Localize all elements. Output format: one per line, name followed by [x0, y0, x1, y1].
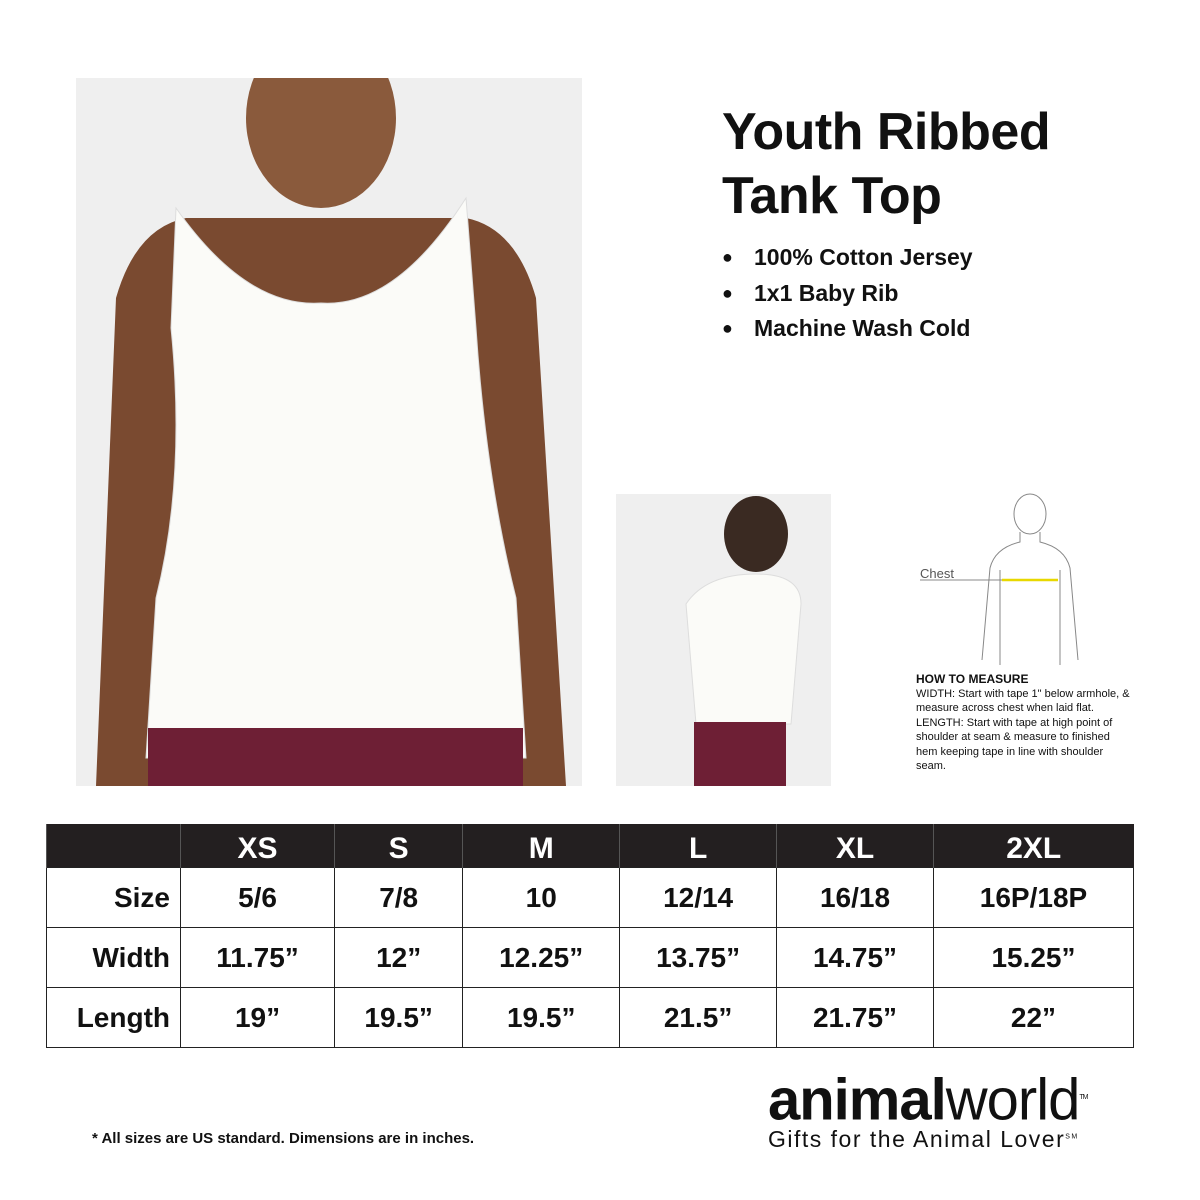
product-photo-front	[76, 78, 582, 786]
animalworld-logo: animalworldTM Gifts for the Animal Lover…	[768, 1067, 1088, 1153]
size-header-row: XS S M L XL 2XL	[46, 824, 1134, 868]
table-cell: 12”	[334, 927, 464, 988]
table-cell: 21.75”	[776, 987, 934, 1048]
how-to-measure-text: WIDTH: Start with tape 1" below armhole,…	[916, 687, 1130, 773]
header-cell: XL	[776, 824, 934, 868]
feature-text: 100% Cotton Jersey	[754, 244, 973, 271]
table-cell: 16P/18P	[932, 867, 1135, 928]
how-to-measure: HOW TO MEASURE WIDTH: Start with tape 1"…	[916, 672, 1131, 774]
table-cell: 13.75”	[619, 927, 778, 988]
chest-label: Chest	[920, 566, 954, 581]
header-cell: S	[334, 824, 463, 868]
product-photo-back	[616, 494, 831, 786]
how-to-measure-title: HOW TO MEASURE	[916, 672, 1029, 686]
table-cell: 19”	[179, 987, 336, 1048]
logo-tagline: Gifts for the Animal Lover	[768, 1126, 1066, 1153]
table-row: Width 11.75” 12” 12.25” 13.75” 14.75” 15…	[46, 927, 1135, 988]
table-row: Length 19” 19.5” 19.5” 21.5” 21.75” 22”	[46, 987, 1135, 1048]
header-cell: XS	[179, 824, 335, 868]
logo-sm: SM	[1065, 1133, 1079, 1141]
table-cell: 15.25”	[932, 927, 1135, 988]
table-cell: 12/14	[619, 867, 778, 928]
table-cell: 12.25”	[462, 927, 621, 988]
size-chart: XS S M L XL 2XL Size 5/6 7/8 10 12/14 16…	[46, 824, 1135, 1048]
body-measurement-diagram: Chest	[920, 493, 1079, 665]
product-title: Youth Ribbed Tank Top	[722, 100, 1051, 228]
title-line: Youth Ribbed	[722, 103, 1051, 161]
table-cell: 14.75”	[776, 927, 934, 988]
table-cell: 7/8	[334, 867, 464, 928]
table-cell: 21.5”	[619, 987, 778, 1048]
header-cell: L	[619, 824, 777, 868]
table-row: Size 5/6 7/8 10 12/14 16/18 16P/18P	[46, 867, 1135, 928]
table-cell: 16/18	[776, 867, 934, 928]
bullet-icon: ●	[722, 247, 733, 268]
table-cell: 19.5”	[462, 987, 621, 1048]
bullet-icon: ●	[722, 282, 733, 303]
feature-item: ● 1x1 Baby Rib	[722, 276, 973, 312]
row-label: Size	[46, 867, 181, 928]
feature-list: ● 100% Cotton Jersey ● 1x1 Baby Rib ● Machi…	[722, 240, 973, 347]
table-cell: 11.75”	[179, 927, 336, 988]
feature-text: Machine Wash Cold	[754, 315, 971, 342]
table-cell: 5/6	[179, 867, 336, 928]
bullet-icon: ●	[722, 318, 733, 339]
feature-text: 1x1 Baby Rib	[754, 279, 899, 306]
header-cell	[46, 824, 181, 868]
logo-bold: animal	[768, 1067, 947, 1133]
feature-item: ● Machine Wash Cold	[722, 311, 973, 347]
feature-item: ● 100% Cotton Jersey	[722, 240, 973, 276]
logo-tm: TM	[1079, 1094, 1088, 1101]
title-line: Tank Top	[722, 167, 942, 225]
table-cell: 10	[462, 867, 621, 928]
header-cell: M	[462, 824, 620, 868]
table-cell: 22”	[932, 987, 1135, 1048]
table-cell: 19.5”	[334, 987, 464, 1048]
row-label: Width	[46, 927, 181, 988]
row-label: Length	[46, 987, 181, 1048]
header-cell: 2XL	[932, 824, 1134, 868]
logo-light: world	[945, 1067, 1081, 1133]
footnote: * All sizes are US standard. Dimensions …	[92, 1130, 475, 1147]
